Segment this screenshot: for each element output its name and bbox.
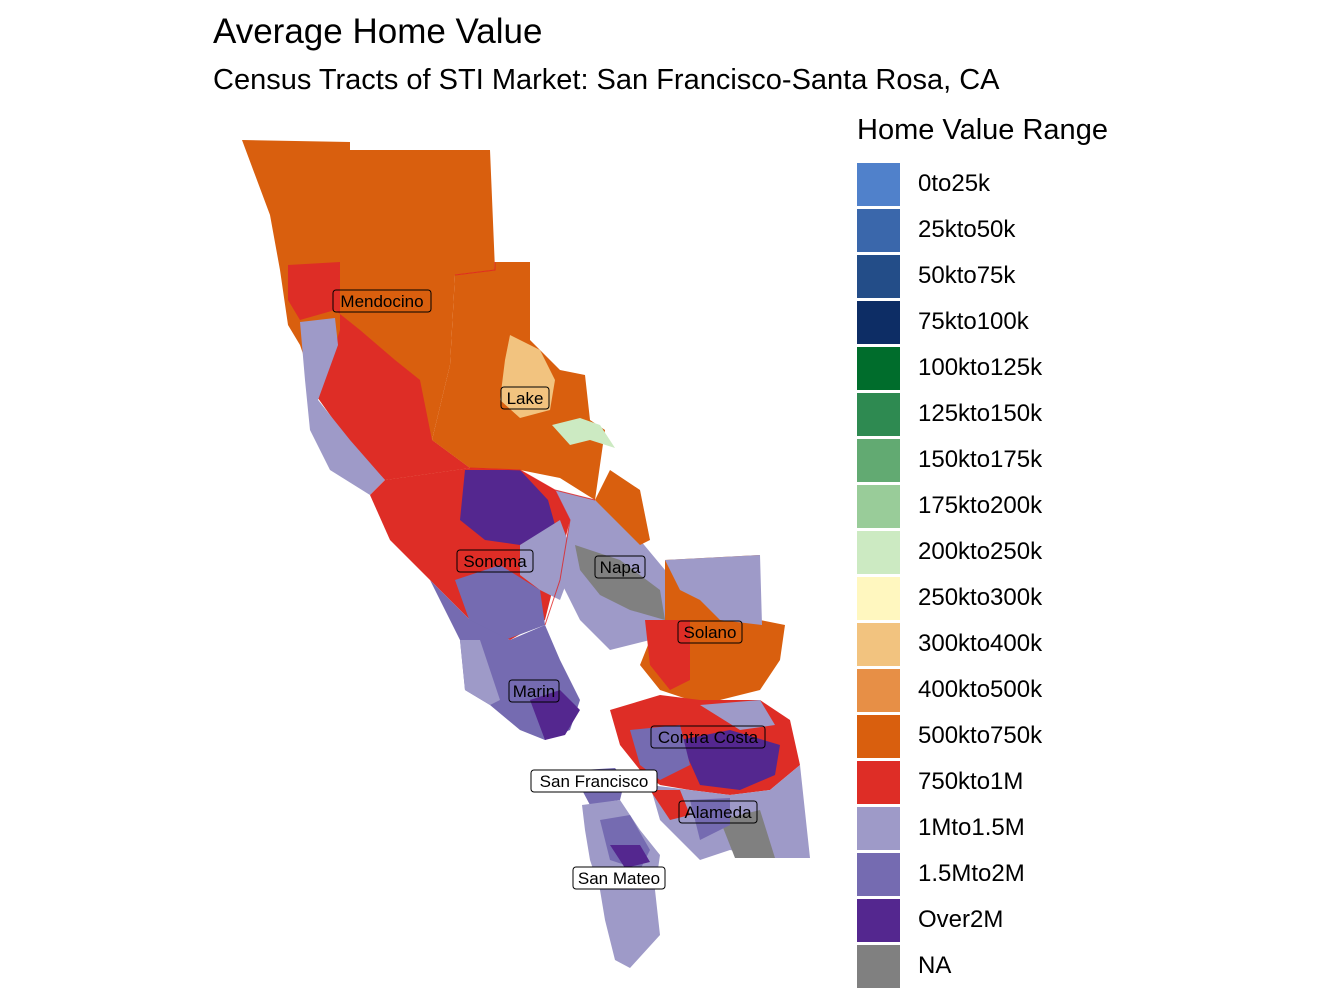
county-mendocino [242,140,495,480]
tract-alameda-na [720,810,775,858]
legend-label: 400kto500k [918,676,1043,703]
legend-swatch [857,531,900,574]
tract-lake-green [552,418,615,448]
legend-label: 300kto400k [918,630,1043,657]
legend-swatch [857,301,900,344]
legend-label: 500kto750k [918,722,1043,749]
legend-swatch [857,209,900,252]
legend-title: Home Value Range [857,114,1108,146]
tract-alameda-purple [690,798,730,840]
legend-label: 25kto50k [918,216,1016,243]
county-label-lake: Lake [500,386,550,410]
legend-swatch [857,439,900,482]
legend-label: 0to25k [918,170,991,197]
tract-sm-over2m [610,845,650,868]
chart-subtitle: Census Tracts of STI Market: San Francis… [213,64,1000,96]
tract-napa-orange [595,470,650,545]
legend-swatch [857,761,900,804]
legend-label: 175kto200k [918,492,1043,519]
legend-label: 50kto75k [918,262,1016,289]
legend-label: 1.5Mto2M [918,860,1025,887]
tract-marin-lavender [460,640,500,705]
legend-label: 1Mto1.5M [918,814,1025,841]
svg-text:Napa: Napa [600,558,641,577]
legend-swatch [857,347,900,390]
tract-napa-na [575,545,665,620]
legend-label: 100kto125k [918,354,1043,381]
chart-title: Average Home Value [213,12,543,51]
county-label-san-mateo: San Mateo [572,866,666,890]
legend-swatch [857,899,900,942]
legend-label: 75kto100k [918,308,1029,335]
county-label-alameda: Alameda [678,800,758,824]
legend-swatch [857,485,900,528]
legend-swatch [857,715,900,758]
tract-lake-tan [500,335,555,418]
legend-label: NA [918,952,952,979]
legend-swatch [857,163,900,206]
tract-mendocino-purple [300,318,385,495]
legend-label: 750kto1M [918,768,1024,795]
tract-cc-over2m [680,730,780,790]
legend-label: Over2M [918,906,1004,933]
svg-text:Sonoma: Sonoma [463,552,527,571]
legend-label: 250kto300k [918,584,1043,611]
county-label-sonoma: Sonoma [456,549,534,573]
county-label-contra-costa: Contra Costa [650,725,766,749]
svg-text:Solano: Solano [684,623,737,642]
svg-text:Alameda: Alameda [684,803,752,822]
legend-swatch [857,255,900,298]
legend-label: 200kto250k [918,538,1043,565]
county-label-marin: Marin [508,679,560,703]
legend-label: 125kto150k [918,400,1043,427]
tract-solano-lavender [665,555,762,625]
county-label-napa: Napa [594,555,646,579]
tract-alameda-red [650,790,690,820]
legend-swatch [857,577,900,620]
tract-sonoma-purple [455,565,545,640]
county-label-solano: Solano [677,620,743,644]
tract-cc-lavender [700,700,775,730]
legend-swatch [857,853,900,896]
county-borders [454,262,596,626]
legend-swatch [857,623,900,666]
svg-text:Marin: Marin [513,682,556,701]
tract-solano-red [645,620,690,690]
svg-text:San Mateo: San Mateo [578,869,660,888]
svg-text:Mendocino: Mendocino [340,292,423,311]
legend-label: 150kto175k [918,446,1043,473]
county-label-mendocino: Mendocino [332,289,432,313]
tract-sonoma-over2m [460,470,555,545]
legend-swatch [857,945,900,988]
legend-swatch [857,807,900,850]
county-label-san-francisco: San Francisco [530,769,658,793]
svg-text:San Francisco: San Francisco [540,772,649,791]
legend-swatch [857,669,900,712]
legend-swatch [857,393,900,436]
tract-mendocino-coast [288,262,470,480]
svg-text:Contra Costa: Contra Costa [658,728,759,747]
tract-cc-purple [630,725,690,780]
svg-text:Lake: Lake [507,389,544,408]
